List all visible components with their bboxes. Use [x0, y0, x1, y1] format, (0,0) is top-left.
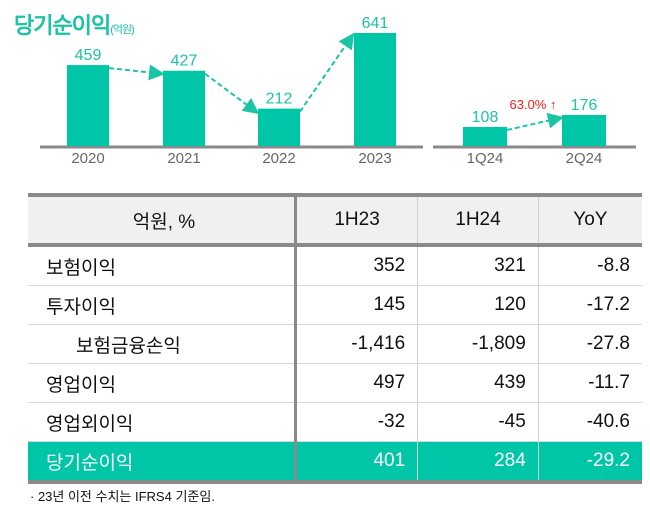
income-table: 억원, % 1H23 1H24 YoY 보험이익 352 321 -8.8 투자이익 14…: [28, 193, 642, 484]
trend-arrow: [204, 72, 260, 115]
trend-arrow: [108, 64, 165, 81]
data-label: 427: [171, 53, 198, 70]
footnote: · 23년 이전 수치는 IFRS4 기준임.: [30, 489, 215, 504]
header-cell: 억원, %: [28, 193, 297, 247]
chart-unit: (억원): [110, 24, 135, 36]
bar: [67, 65, 109, 146]
data-label: 459: [75, 47, 102, 64]
row-value: -45: [417, 402, 539, 442]
table-row: 투자이익 145 120 -17.2: [28, 285, 642, 325]
header-cell: YoY: [537, 193, 642, 247]
row-value: 497: [294, 363, 418, 403]
row-value: -11.7: [537, 363, 642, 403]
header-cell: 1H24: [417, 193, 539, 247]
data-label: 212: [266, 91, 293, 108]
bar: [258, 108, 300, 146]
row-value: -29.2: [537, 441, 642, 484]
header-cell: 1H23: [294, 193, 418, 247]
table-row: 영업외이익 -32 -45 -40.6: [28, 402, 642, 442]
row-value: -1,809: [417, 324, 539, 364]
growth-annotation: 63.0% ↑: [510, 97, 557, 112]
data-label: 176: [571, 97, 598, 114]
row-value: 120: [417, 285, 539, 325]
row-value: -27.8: [537, 324, 642, 364]
row-label: 당기순이익: [28, 441, 297, 484]
row-value: 145: [294, 285, 418, 325]
tick-label: 2023: [358, 150, 391, 167]
bar: [354, 33, 396, 146]
row-label: 영업이익: [28, 363, 297, 403]
table-row: 영업이익 497 439 -11.7: [28, 363, 642, 403]
chart-title-text: 당기순이익: [14, 13, 111, 38]
table-row: 당기순이익 401 284 -29.2: [28, 441, 642, 484]
row-label: 보험금융손익: [28, 324, 297, 364]
bar: [562, 114, 606, 146]
chart-title: 당기순이익(억원): [14, 8, 135, 40]
tick-label: 2022: [262, 150, 295, 167]
row-value: 321: [417, 245, 539, 286]
trend-arrow: [506, 112, 564, 131]
row-value: -32: [294, 402, 418, 442]
net-income-chart: 459 2020 427 2021 212 2022 641 2023 108 1Q24 176 2Q…: [40, 15, 636, 167]
row-value: -8.8: [537, 245, 642, 286]
tick-label: 2021: [167, 150, 200, 167]
data-label: 108: [472, 109, 499, 126]
data-label: 641: [362, 15, 389, 32]
row-value: 284: [417, 441, 539, 484]
table-row: 보험금융손익 -1,416 -1,809 -27.8: [28, 324, 642, 364]
row-label: 투자이익: [28, 285, 297, 325]
tick-label: 2Q24: [566, 150, 603, 167]
tick-label: 2020: [71, 150, 104, 167]
row-value: -40.6: [537, 402, 642, 442]
row-label: 영업외이익: [28, 402, 297, 442]
tick-label: 1Q24: [467, 150, 504, 167]
row-value: 439: [417, 363, 539, 403]
trend-arrow: [299, 32, 355, 113]
row-value: -17.2: [537, 285, 642, 325]
row-value: -1,416: [294, 324, 418, 364]
table-row: 보험이익 352 321 -8.8: [28, 245, 642, 286]
row-value: 401: [294, 441, 418, 484]
row-value: 352: [294, 245, 418, 286]
row-label: 보험이익: [28, 245, 297, 286]
table-header: 억원, % 1H23 1H24 YoY: [28, 193, 642, 247]
bar: [463, 126, 507, 146]
bar: [163, 70, 205, 146]
